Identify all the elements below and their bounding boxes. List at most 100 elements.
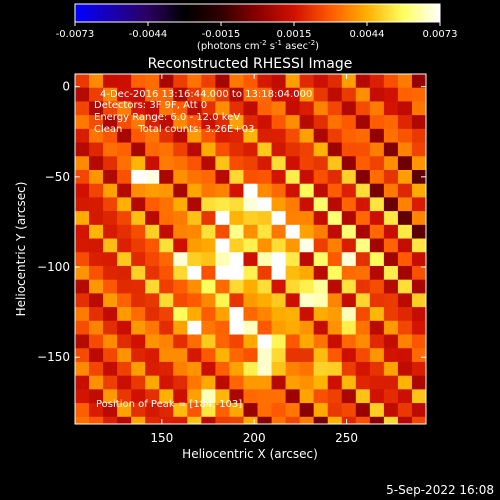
heatmap-cell — [75, 361, 90, 377]
heatmap-cell — [117, 293, 132, 308]
heatmap-image — [75, 74, 426, 424]
heatmap-cell — [327, 156, 343, 171]
heatmap-cell — [411, 238, 426, 253]
heatmap-cell — [75, 375, 90, 390]
heatmap-cell — [201, 348, 216, 363]
heatmap-cell — [369, 128, 385, 144]
heatmap-cell — [145, 211, 160, 226]
heatmap-cell — [313, 403, 329, 418]
heatmap-cell — [187, 334, 202, 349]
heatmap-cell — [243, 142, 259, 157]
heatmap-cell — [187, 293, 202, 308]
heatmap-cell — [341, 320, 357, 336]
heatmap-cell — [313, 101, 329, 116]
heatmap-cell — [271, 238, 287, 253]
heatmap-cell — [131, 279, 146, 294]
heatmap-cell — [355, 142, 371, 157]
heatmap-cell — [271, 87, 287, 102]
heatmap-cell — [285, 169, 301, 185]
heatmap-cell — [117, 389, 132, 404]
heatmap-cell — [103, 142, 118, 157]
heatmap-cell — [285, 197, 301, 212]
heatmap-cell — [243, 279, 259, 294]
x-axis-ticks: 150 200 250 — [150, 74, 358, 445]
heatmap-cell — [397, 238, 413, 253]
heatmap-cell — [313, 334, 329, 349]
heatmap-cell — [299, 169, 315, 185]
heatmap-cell — [89, 238, 104, 253]
heatmap-cell — [215, 156, 230, 171]
heatmap-cell — [383, 74, 399, 89]
heatmap-cell — [369, 156, 385, 171]
heatmap-cell — [131, 238, 146, 253]
heatmap-cell — [299, 156, 315, 171]
heatmap-cell — [145, 307, 160, 322]
heatmap-cell — [327, 361, 343, 377]
heatmap-cell — [117, 211, 132, 226]
heatmap-cell — [103, 389, 118, 404]
heatmap-cell — [75, 252, 90, 267]
heatmap-cell — [369, 115, 385, 130]
heatmap-cell — [215, 74, 230, 89]
heatmap-cell — [271, 183, 287, 198]
heatmap-cell — [229, 348, 244, 363]
annotation-time-range: 4-Dec-2016 13:16:44.000 to 13:18:04.000 — [100, 89, 312, 100]
heatmap-cell — [271, 348, 287, 363]
heatmap-cell — [75, 320, 90, 336]
heatmap-cell — [397, 361, 413, 377]
heatmap-cell — [271, 334, 287, 349]
annotation-block: 4-Dec-2016 13:16:44.000 to 13:18:04.000 … — [94, 89, 312, 135]
heatmap-cell — [145, 416, 160, 424]
heatmap-cell — [257, 238, 273, 253]
heatmap-cell — [313, 169, 329, 185]
heatmap-cell — [299, 101, 315, 116]
x-tick-label: 150 — [150, 431, 173, 445]
heatmap-cell — [355, 128, 371, 144]
colorbar-tick-label: -0.0044 — [129, 29, 168, 40]
heatmap-cell — [201, 142, 216, 157]
heatmap-cell — [285, 115, 301, 130]
heatmap-cell — [369, 252, 385, 267]
heatmap-cell — [103, 361, 118, 377]
heatmap-cell — [257, 375, 273, 390]
heatmap-cell — [201, 128, 216, 144]
heatmap-cell — [229, 238, 244, 253]
heatmap-cell — [355, 238, 371, 253]
heatmap-cell — [131, 389, 146, 404]
heatmap-cell — [383, 211, 399, 226]
heatmap-cell — [411, 403, 426, 418]
heatmap-cell — [103, 265, 118, 281]
heatmap-cell — [383, 238, 399, 253]
heatmap-cell — [327, 142, 343, 157]
heatmap-cell — [369, 307, 385, 322]
heatmap-cell — [383, 375, 399, 390]
heatmap-cell — [229, 361, 244, 377]
heatmap-cell — [271, 142, 287, 157]
heatmap-cell — [75, 156, 90, 171]
heatmap-cell — [411, 169, 426, 185]
colorbar-tick-label: 0.0073 — [423, 29, 458, 40]
heatmap-cell — [187, 238, 202, 253]
chart-title: Reconstructed RHESSI Image — [148, 56, 353, 72]
heatmap-cell — [313, 375, 329, 390]
heatmap-cell — [201, 416, 216, 424]
heatmap-cell — [341, 115, 357, 130]
heatmap-cell — [285, 183, 301, 198]
heatmap-cell — [383, 156, 399, 171]
heatmap-cell — [285, 279, 301, 294]
heatmap-cell — [117, 238, 132, 253]
heatmap-cell — [89, 416, 104, 424]
annotation-counts: Clean Total counts: 3.26E+03 — [94, 124, 254, 135]
heatmap-cell — [341, 197, 357, 212]
heatmap-cell — [397, 74, 413, 89]
heatmap-cell — [229, 252, 244, 267]
heatmap-cell — [411, 320, 426, 336]
heatmap-cell — [383, 142, 399, 157]
heatmap-cell — [159, 238, 174, 253]
heatmap-cell — [299, 183, 315, 198]
heatmap-cell — [397, 293, 413, 308]
heatmap-cell — [145, 197, 160, 212]
y-tick-label: −50 — [45, 170, 70, 184]
heatmap-cell — [187, 87, 202, 102]
heatmap-cell — [131, 101, 146, 116]
